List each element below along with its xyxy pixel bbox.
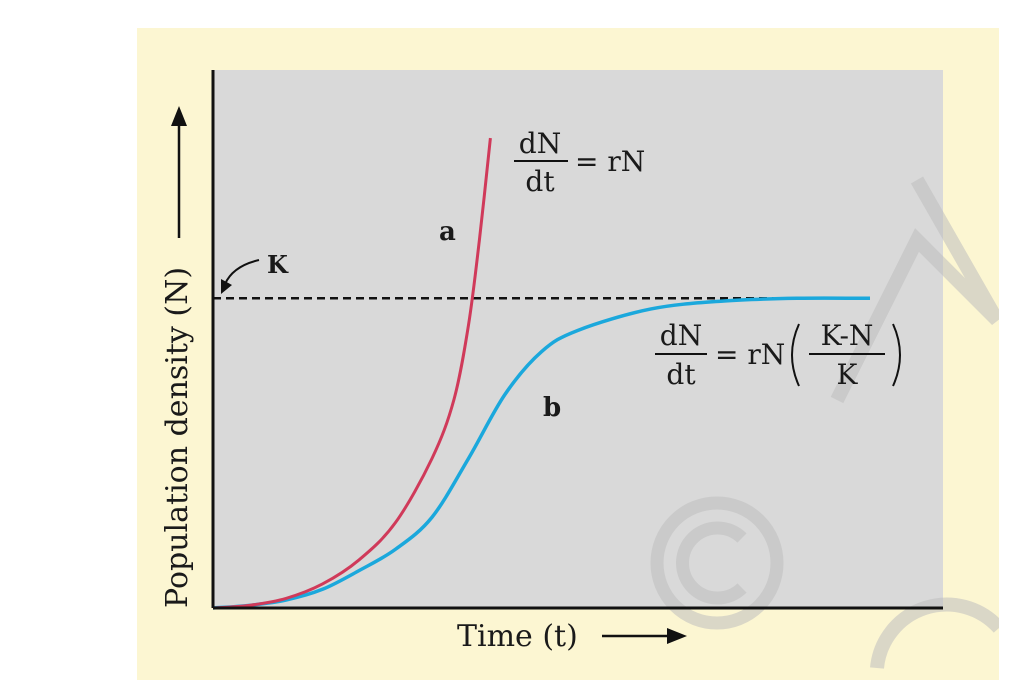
equation-b-numerator: dN <box>660 319 702 352</box>
equation-b-right-paren <box>892 323 901 387</box>
series-a-label: a <box>439 217 456 247</box>
equation-a: dN dt = rN <box>514 127 645 198</box>
population-growth-chart: Time (t) Population density (N) K a b dN… <box>160 70 999 669</box>
n-letter-watermark <box>830 176 999 404</box>
watermark <box>650 176 999 669</box>
plot-area <box>213 70 943 608</box>
equation-b-inner-numerator: K-N <box>821 319 874 352</box>
e-letter-watermark <box>870 597 999 669</box>
equation-a-rhs: = rN <box>575 145 645 178</box>
k-pointer-head <box>221 279 232 294</box>
figure-frame: Time (t) Population density (N) K a b dN… <box>137 28 999 680</box>
copyright-c-watermark <box>676 521 747 605</box>
equation-a-numerator: dN <box>519 127 561 160</box>
series-a-curve <box>212 137 492 610</box>
copyright-circle-watermark <box>650 496 784 630</box>
k-pointer-line <box>224 259 260 285</box>
equation-b-denominator: dt <box>666 358 696 391</box>
equation-b-rhs-prefix: = rN <box>715 338 785 371</box>
x-axis-label: Time (t) <box>457 619 578 654</box>
k-label: K <box>267 250 289 279</box>
x-axis-arrow-head <box>667 628 687 644</box>
y-axis-arrow-head <box>171 106 187 126</box>
equation-b-inner-denominator: K <box>837 358 859 391</box>
y-axis-label: Population density (N) <box>160 267 195 608</box>
series-b-label: b <box>543 393 561 423</box>
equation-b-left-paren <box>791 323 800 387</box>
equation-b: dN dt = rN K-N K <box>655 319 901 391</box>
series-b-curve <box>212 296 871 610</box>
equation-a-denominator: dt <box>525 165 555 198</box>
